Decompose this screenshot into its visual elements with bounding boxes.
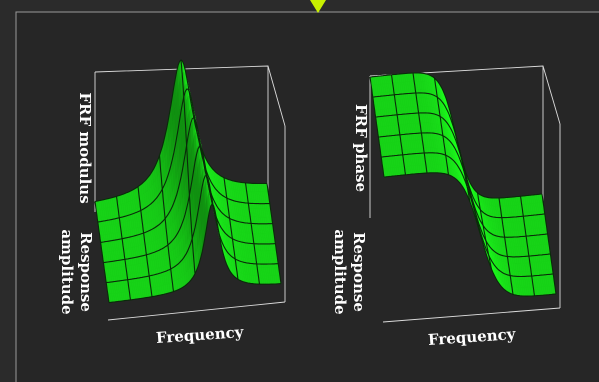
right-mesh-line [412, 72, 428, 174]
right-mesh-line [369, 76, 385, 178]
left-frf-surface [94, 59, 282, 304]
left-y-axis-label-line1: Response [77, 232, 95, 312]
right-plot: FRF phase Response amplitude Frequency [331, 65, 561, 349]
top-marker-icon [310, 0, 326, 13]
right-mesh-line [455, 135, 471, 203]
left-mesh-line [201, 150, 218, 219]
left-plot: FRF modulus Response amplitude Frequency [58, 59, 286, 347]
right-mesh-line [476, 192, 493, 270]
right-mesh-line [433, 78, 450, 175]
left-mesh-line [158, 155, 175, 292]
left-mesh-line [223, 177, 239, 280]
left-z-axis-label: FRF modulus [76, 92, 94, 203]
right-mesh-line [390, 74, 407, 175]
left-plot-box [94, 65, 286, 321]
left-mesh-line [180, 59, 196, 274]
right-y-axis-label-line1: Response [350, 232, 368, 312]
left-mesh-line [94, 201, 110, 303]
left-mesh-line [244, 182, 261, 285]
left-mesh-line [137, 186, 153, 297]
right-frf-surface [369, 72, 557, 297]
right-y-axis-label-line2: amplitude [331, 229, 349, 314]
right-z-axis-label: FRF phase [352, 104, 370, 192]
left-y-axis-label-line2: amplitude [58, 229, 76, 314]
left-mesh-line [266, 183, 282, 284]
right-mesh-line [498, 197, 514, 295]
left-mesh-line [115, 196, 132, 300]
right-mesh-line [541, 193, 557, 295]
right-mesh-line [519, 196, 536, 296]
